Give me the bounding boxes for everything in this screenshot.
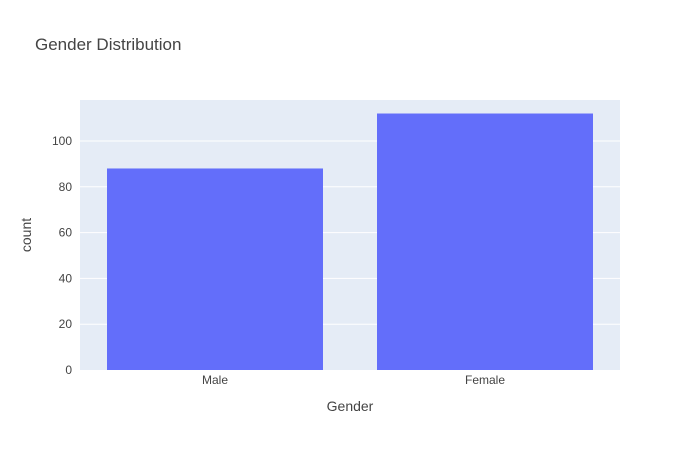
y-tick-label: 80: [59, 180, 73, 194]
y-axis-ticks: 0 20 40 60 80 100: [52, 134, 72, 377]
y-tick-label: 100: [52, 134, 72, 148]
y-tick-label: 0: [65, 363, 72, 377]
chart-title: Gender Distribution: [35, 35, 181, 54]
x-tick-label: Male: [202, 373, 228, 387]
y-axis-title: count: [18, 218, 34, 252]
x-axis-title: Gender: [327, 398, 374, 414]
bars: [107, 113, 593, 371]
x-axis-ticks: Male Female: [202, 373, 505, 387]
bar-female: [377, 113, 593, 371]
bar-male: [107, 168, 323, 370]
y-tick-label: 60: [59, 226, 73, 240]
y-tick-label: 20: [59, 317, 73, 331]
y-tick-label: 40: [59, 271, 73, 285]
x-tick-label: Female: [465, 373, 505, 387]
